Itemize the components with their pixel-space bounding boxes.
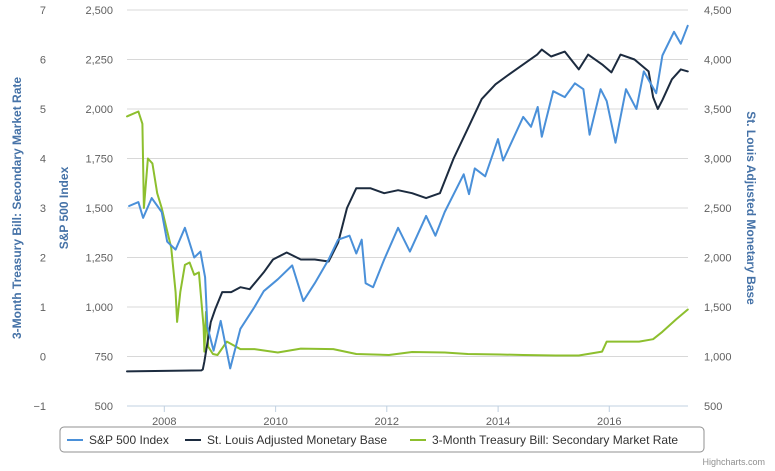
y-tick-label-monetary_base: 500 [704, 401, 722, 413]
y-tick-label-tbill: 1 [40, 302, 46, 314]
y-tick-label-monetary_base: 3,500 [704, 104, 732, 116]
y-axis-tbill: −1 0 1 2 3 4 5 6 7 [33, 5, 46, 413]
series-line-monetary-base [126, 48, 689, 373]
y-tick-label-monetary_base: 4,000 [704, 55, 732, 67]
y-tick-label-sp500: 2,500 [85, 5, 113, 17]
y-tick-label-tbill: 0 [40, 352, 46, 364]
y-tick-label-sp500: 2,000 [85, 104, 113, 116]
y-tick-label-tbill: 7 [40, 5, 46, 17]
y-tick-label-sp500: 1,000 [85, 302, 113, 314]
y-tick-label-tbill: 6 [40, 55, 46, 67]
y-tick-label-tbill: 4 [40, 154, 46, 166]
y-tick-label-monetary_base: 2,000 [704, 253, 732, 265]
y-tick-label-sp500: 750 [95, 352, 113, 364]
x-tick-label: 2010 [263, 416, 287, 428]
y-axis-monetary-base: 500 1,000 1,500 2,000 2,500 3,000 3,500 4,000 4,… [704, 5, 732, 413]
x-axis: 2008 2010 2012 2014 2016 [127, 405, 688, 428]
x-tick-label: 2008 [152, 416, 176, 428]
y-axis-title-tbill: 3-Month Treasury Bill: Secondary Market … [10, 77, 24, 339]
credit-link[interactable]: Highcharts.com [702, 457, 765, 467]
y-tick-label-monetary_base: 2,500 [704, 203, 732, 215]
legend-box [59, 426, 705, 453]
y-tick-label-sp500: 1,500 [85, 203, 113, 215]
y-tick-label-monetary_base: 4,500 [704, 5, 732, 17]
y-tick-label-tbill: 5 [40, 104, 46, 116]
grid-lines [127, 9, 688, 407]
y-tick-label-tbill: −1 [33, 401, 46, 413]
y-tick-label-tbill: 2 [40, 253, 46, 265]
legend-label-monetary-base: St. Louis Adjusted Monetary Base [207, 433, 387, 447]
legend-item-tbill[interactable]: 3-Month Treasury Bill: Secondary Market … [410, 433, 678, 447]
y-tick-label-sp500: 500 [95, 401, 113, 413]
y-tick-label-sp500: 1,750 [85, 154, 113, 166]
legend: S&P 500 Index St. Louis Adjusted Monetar… [59, 426, 705, 453]
series-line-tbill [126, 110, 689, 357]
y-tick-label-monetary_base: 1,000 [704, 352, 732, 364]
y-axis-title-sp500: S&P 500 Index [57, 166, 71, 249]
y-axis-sp500: 500 750 1,000 1,250 1,500 1,750 2,000 2,250 2,50… [85, 5, 113, 413]
x-tick-label: 2014 [486, 416, 510, 428]
y-tick-label-monetary_base: 1,500 [704, 302, 732, 314]
legend-label-tbill: 3-Month Treasury Bill: Secondary Market … [432, 433, 678, 447]
legend-item-sp500[interactable]: S&P 500 Index [67, 433, 169, 447]
series-line-sp500 [128, 24, 689, 370]
x-tick-label: 2016 [597, 416, 621, 428]
y-tick-label-tbill: 3 [40, 203, 46, 215]
legend-label-sp500: S&P 500 Index [89, 433, 169, 447]
x-tick-label: 2012 [375, 416, 399, 428]
y-tick-label-sp500: 1,250 [85, 253, 113, 265]
legend-item-monetary-base[interactable]: St. Louis Adjusted Monetary Base [185, 433, 387, 447]
y-axis-title-monetary-base: St. Louis Adjusted Monetary Base [744, 111, 758, 305]
plot-area [126, 24, 689, 373]
y-tick-label-sp500: 2,250 [85, 55, 113, 67]
y-tick-label-monetary_base: 3,000 [704, 154, 732, 166]
